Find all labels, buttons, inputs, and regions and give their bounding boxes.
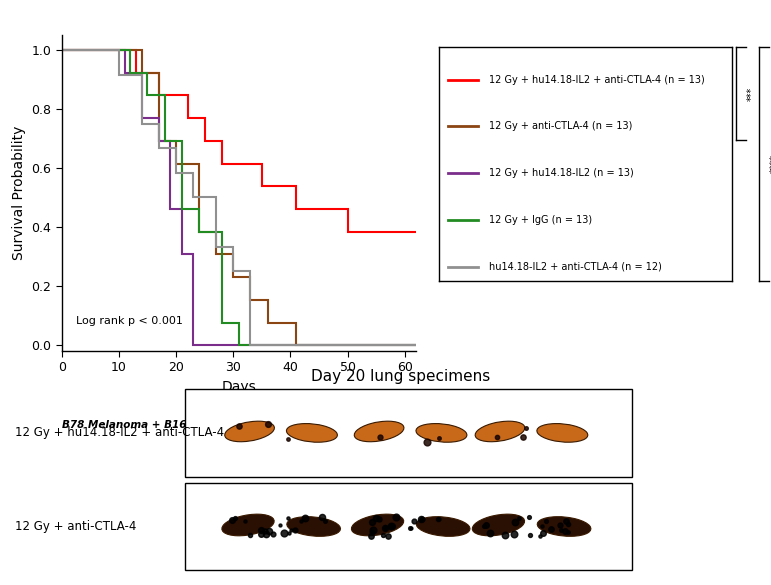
Text: ****: **** bbox=[770, 154, 771, 173]
Ellipse shape bbox=[475, 421, 525, 442]
Ellipse shape bbox=[537, 517, 591, 536]
Ellipse shape bbox=[287, 424, 338, 442]
Ellipse shape bbox=[352, 514, 404, 536]
Ellipse shape bbox=[537, 424, 588, 442]
Text: 12 Gy + hu14.18-IL2 (n = 13): 12 Gy + hu14.18-IL2 (n = 13) bbox=[490, 168, 634, 178]
Text: 12 Gy + hu14.18-IL2 + anti-CTLA-4 (n = 13): 12 Gy + hu14.18-IL2 + anti-CTLA-4 (n = 1… bbox=[490, 74, 705, 85]
Text: Log rank p < 0.001: Log rank p < 0.001 bbox=[76, 316, 183, 326]
Ellipse shape bbox=[416, 424, 467, 442]
Text: 12 Gy + IgG (n = 13): 12 Gy + IgG (n = 13) bbox=[490, 215, 592, 225]
Text: hu14.18-IL2 + anti-CTLA-4 (n = 12): hu14.18-IL2 + anti-CTLA-4 (n = 12) bbox=[490, 261, 662, 272]
Ellipse shape bbox=[222, 514, 274, 536]
Y-axis label: Survival Probability: Survival Probability bbox=[12, 126, 25, 260]
X-axis label: Days: Days bbox=[221, 380, 257, 394]
Ellipse shape bbox=[287, 517, 341, 536]
Text: 12 Gy + anti-CTLA-4: 12 Gy + anti-CTLA-4 bbox=[15, 520, 136, 533]
Text: Day 20 lung specimens: Day 20 lung specimens bbox=[311, 369, 490, 384]
Ellipse shape bbox=[416, 517, 470, 536]
Text: ***: *** bbox=[747, 87, 757, 101]
Ellipse shape bbox=[473, 514, 524, 536]
Ellipse shape bbox=[224, 421, 274, 442]
Text: B78 Melanoma + B16 Melanoma: B78 Melanoma + B16 Melanoma bbox=[62, 421, 250, 431]
Ellipse shape bbox=[354, 421, 404, 442]
Text: 12 Gy + hu14.18-IL2 + anti-CTLA-4: 12 Gy + hu14.18-IL2 + anti-CTLA-4 bbox=[15, 426, 224, 439]
Text: 12 Gy + anti-CTLA-4 (n = 13): 12 Gy + anti-CTLA-4 (n = 13) bbox=[490, 121, 633, 132]
